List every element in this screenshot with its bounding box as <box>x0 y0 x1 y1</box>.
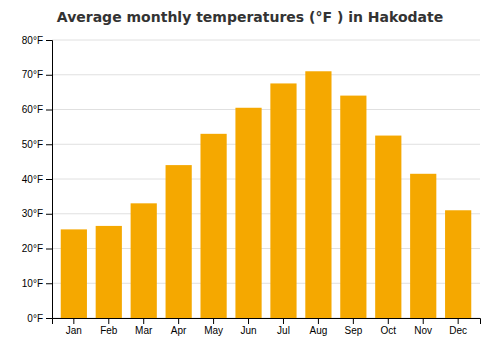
x-tick-mark <box>248 318 249 324</box>
grid-line <box>52 74 480 75</box>
x-tick-mark <box>423 318 424 324</box>
x-tick-mark <box>108 318 109 324</box>
bar <box>200 134 226 318</box>
x-tick-mark <box>388 318 389 324</box>
bar <box>375 136 401 318</box>
y-tick-mark <box>46 179 52 180</box>
x-tick-mark <box>283 318 284 324</box>
x-tick-label: Jul <box>277 325 290 336</box>
y-tick-label: 20°F <box>22 243 43 254</box>
y-tick-mark <box>46 40 52 41</box>
x-tick-label: May <box>204 325 223 336</box>
bar <box>96 226 122 318</box>
axis-line <box>46 41 53 319</box>
x-tick: Sep <box>344 318 362 336</box>
x-tick: Mar <box>135 318 153 336</box>
grid-line <box>52 40 480 41</box>
x-axis: Jan Feb Mar Apr May Jun Jul Aug Sep Oct Nov Dec <box>53 318 481 336</box>
x-tick-label: Mar <box>135 325 153 336</box>
bar <box>305 71 331 318</box>
y-tick-label: 60°F <box>22 104 43 115</box>
x-tick-mark <box>318 318 319 324</box>
grid-line <box>52 109 480 110</box>
grid-line <box>52 144 480 145</box>
y-tick: 60°F <box>22 104 52 115</box>
plot: 0°F 10°F 20°F 30°F 40°F 50°F 60°F 70°F 80°F Jan Fe… <box>22 35 481 336</box>
y-tick-mark <box>46 318 52 319</box>
y-tick-mark <box>46 110 52 111</box>
title: Average monthly temperatures (°F ) in Ha… <box>57 9 443 25</box>
y-tick-mark <box>46 75 52 76</box>
x-tick-mark <box>73 318 74 324</box>
grid <box>52 40 480 318</box>
x-tick-mark <box>458 318 459 324</box>
x-tick: Aug <box>310 318 328 336</box>
x-tick-mark <box>143 318 144 324</box>
y-tick-mark <box>46 249 52 250</box>
x-tick: Apr <box>171 318 187 336</box>
y-tick-label: 30°F <box>22 208 43 219</box>
x-tick-label: Dec <box>449 325 467 336</box>
x-tick-label: Nov <box>414 325 432 336</box>
y-tick-mark <box>46 214 52 215</box>
y-axis: 0°F 10°F 20°F 30°F 40°F 50°F 60°F 70°F 80°F <box>22 35 53 324</box>
x-tick: Dec <box>449 318 467 336</box>
bar <box>270 83 296 318</box>
y-tick-label: 0°F <box>27 313 43 324</box>
bar <box>61 229 87 318</box>
x-tick-mark <box>213 318 214 324</box>
x-tick: Jan <box>66 318 82 336</box>
x-tick-label: Aug <box>310 325 328 336</box>
bar <box>445 210 471 318</box>
bars <box>61 71 472 318</box>
x-tick-mark <box>353 318 354 324</box>
y-tick: 0°F <box>27 313 52 324</box>
y-tick: 70°F <box>22 69 52 80</box>
y-tick-label: 70°F <box>22 69 43 80</box>
bar <box>235 108 261 318</box>
y-tick-label: 50°F <box>22 139 43 150</box>
bar <box>166 165 192 318</box>
y-tick: 80°F <box>22 35 52 46</box>
x-tick-label: Apr <box>171 325 187 336</box>
y-tick: 30°F <box>22 208 52 219</box>
y-tick-label: 10°F <box>22 278 43 289</box>
x-tick-label: Sep <box>344 325 362 336</box>
chart: Average monthly temperatures (°F ) in Ha… <box>0 0 500 350</box>
bar <box>340 96 366 318</box>
x-tick-label: Feb <box>100 325 118 336</box>
x-tick-label: Oct <box>381 325 397 336</box>
y-tick: 50°F <box>22 139 52 150</box>
y-tick: 10°F <box>22 278 52 289</box>
axis-line <box>53 319 481 325</box>
x-tick-label: Jan <box>66 325 82 336</box>
x-tick: Jun <box>240 318 256 336</box>
x-tick-label: Jun <box>240 325 256 336</box>
bar <box>410 174 436 318</box>
bar <box>131 203 157 318</box>
x-tick: Feb <box>100 318 118 336</box>
x-tick-mark <box>178 318 179 324</box>
y-tick: 40°F <box>22 174 52 185</box>
x-tick: Nov <box>414 318 432 336</box>
y-tick-label: 80°F <box>22 35 43 46</box>
y-tick-mark <box>46 144 52 145</box>
x-tick: Oct <box>381 318 397 336</box>
y-tick-mark <box>46 283 52 284</box>
y-tick: 20°F <box>22 243 52 254</box>
y-tick-label: 40°F <box>22 174 43 185</box>
x-tick: Jul <box>277 318 290 336</box>
x-tick: May <box>204 318 223 336</box>
